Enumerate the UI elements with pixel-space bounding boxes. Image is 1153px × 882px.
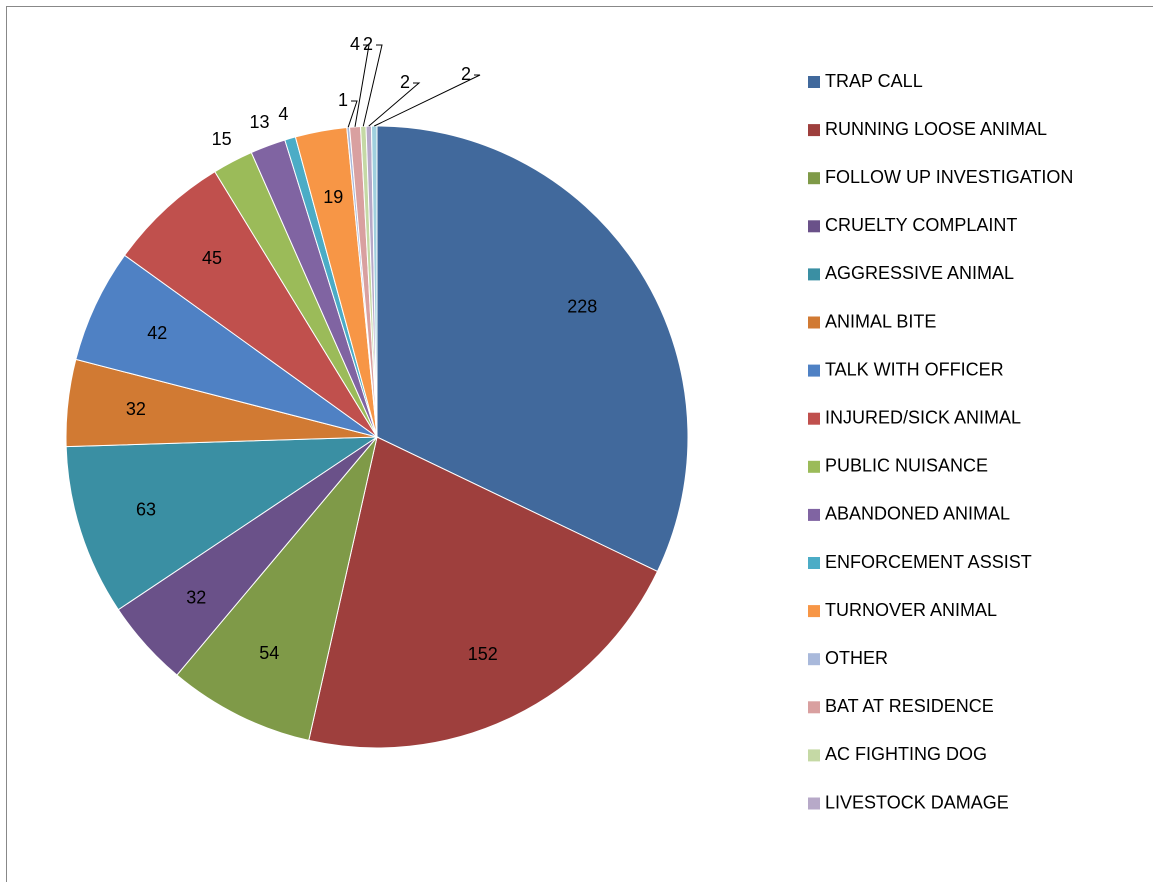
data-label: 32 xyxy=(186,588,206,608)
data-label: 2 xyxy=(363,34,373,54)
data-label: 32 xyxy=(126,399,146,419)
legend-swatch xyxy=(808,605,820,618)
legend-label: AC FIGHTING DOG xyxy=(825,744,987,764)
legend-label: PUBLIC NUISANCE xyxy=(825,456,988,476)
legend-swatch xyxy=(808,220,820,233)
data-label: 2 xyxy=(400,72,410,92)
data-label: 15 xyxy=(212,129,232,149)
data-label: 4 xyxy=(350,34,360,54)
legend-label: ANIMAL BITE xyxy=(825,311,936,331)
legend-label: FOLLOW UP INVESTIGATION xyxy=(825,167,1073,187)
pie-slice xyxy=(65,436,379,611)
legend-swatch xyxy=(808,172,820,185)
leader-line xyxy=(354,44,370,127)
legend-swatch xyxy=(808,701,820,714)
legend-label: BAT AT RESIDENCE xyxy=(825,696,994,716)
leader-line xyxy=(374,74,481,127)
data-label: 42 xyxy=(147,323,167,343)
data-label: 228 xyxy=(567,296,597,316)
leader-line xyxy=(368,82,421,127)
leader-line xyxy=(347,100,358,128)
data-label: 4 xyxy=(278,104,288,124)
pie-slice xyxy=(376,125,689,573)
legend-label: TALK WITH OFFICER xyxy=(825,359,1004,379)
legend-label: ENFORCEMENT ASSIST xyxy=(825,552,1032,572)
legend-swatch xyxy=(808,316,820,329)
legend-label: INJURED/SICK ANIMAL xyxy=(825,407,1021,427)
data-label: 1 xyxy=(338,90,348,110)
legend-swatch xyxy=(808,460,820,473)
data-label: 2 xyxy=(461,64,471,84)
data-label: 54 xyxy=(259,643,279,663)
data-label: 152 xyxy=(468,644,498,664)
legend-swatch xyxy=(808,508,820,521)
legend-swatch xyxy=(808,124,820,137)
legend-swatch xyxy=(808,797,820,810)
legend-swatch xyxy=(808,653,820,666)
leader-line xyxy=(362,44,383,127)
legend-swatch xyxy=(808,557,820,569)
pie-slice xyxy=(123,170,378,438)
pie-slice xyxy=(308,436,659,749)
pie-slice xyxy=(176,436,378,742)
data-label: 19 xyxy=(323,187,343,207)
legend-label: LIVESTOCK DAMAGE xyxy=(825,792,1009,812)
legend-swatch xyxy=(808,268,820,281)
legend-label: TRAP CALL xyxy=(825,71,923,91)
legend-swatch xyxy=(808,76,820,88)
legend-label: TURNOVER ANIMAL xyxy=(825,600,997,620)
data-label: 63 xyxy=(136,500,156,520)
chart-frame xyxy=(6,6,1153,882)
legend-label: AGGRESSIVE ANIMAL xyxy=(825,263,1014,283)
legend-label: RUNNING LOOSE ANIMAL xyxy=(825,119,1047,139)
legend-swatch xyxy=(808,364,820,377)
data-label: 13 xyxy=(249,112,269,132)
pie-slice xyxy=(370,125,378,438)
legend-swatch xyxy=(808,749,820,762)
legend-label: CRUELTY COMPLAINT xyxy=(825,215,1017,235)
legend-label: OTHER xyxy=(825,648,888,668)
data-label: 45 xyxy=(202,248,222,268)
legend-label: ABANDONED ANIMAL xyxy=(825,504,1010,524)
legend-swatch xyxy=(808,412,820,425)
